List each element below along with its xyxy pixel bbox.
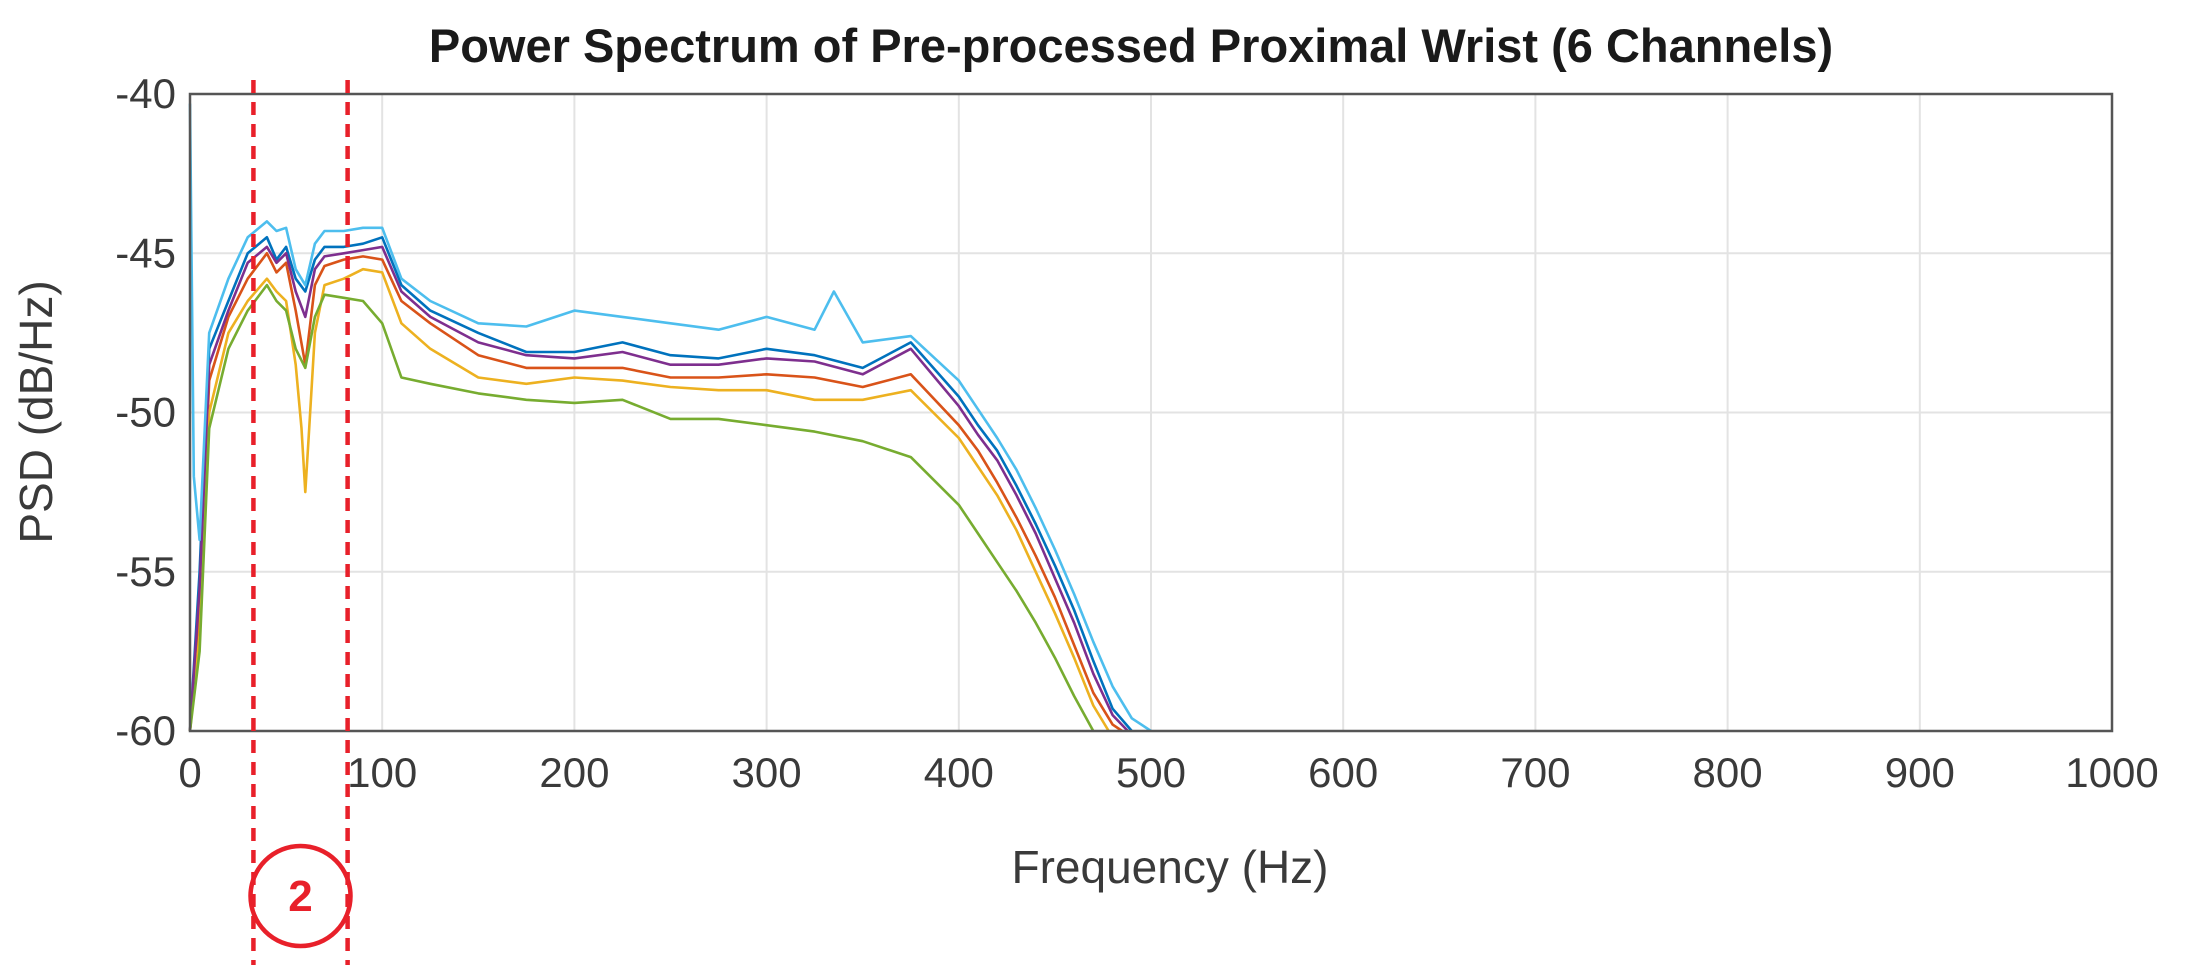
series-line-6 xyxy=(188,103,1152,733)
x-tick-label: 1000 xyxy=(2065,749,2158,796)
series-line-4 xyxy=(188,245,1129,732)
x-axis-label: Frequency (Hz) xyxy=(1012,841,1329,893)
series-line-5 xyxy=(188,283,1095,732)
x-tick-labels: 0 100 200 300 400 500 600 700 800 900 1000 xyxy=(178,749,2158,796)
x-tick-label: 500 xyxy=(1116,749,1186,796)
series-line-1 xyxy=(188,236,1133,732)
band-annotation: 2 xyxy=(248,80,353,965)
y-tick-label: -50 xyxy=(115,389,176,436)
series-group xyxy=(188,103,1152,733)
x-tick-label: 100 xyxy=(347,749,417,796)
band-badge-circle xyxy=(248,843,353,949)
x-tick-label: 600 xyxy=(1308,749,1378,796)
series-line-3 xyxy=(188,267,1110,732)
y-tick-labels: -40 -45 -50 -55 -60 xyxy=(115,70,176,754)
y-tick-label: -40 xyxy=(115,70,176,117)
series-line-2 xyxy=(188,252,1123,733)
chart-title: Power Spectrum of Pre-processed Proximal… xyxy=(429,19,1833,72)
x-tick-label: 0 xyxy=(178,749,201,796)
y-tick-label: -55 xyxy=(115,548,176,595)
y-axis-label: PSD (dB/Hz) xyxy=(10,280,62,543)
x-tick-label: 300 xyxy=(732,749,802,796)
x-tick-label: 800 xyxy=(1693,749,1763,796)
x-tick-label: 900 xyxy=(1885,749,1955,796)
y-tick-label: -45 xyxy=(115,229,176,276)
y-tick-label: -60 xyxy=(115,707,176,754)
x-tick-label: 700 xyxy=(1500,749,1570,796)
plot-frame xyxy=(188,92,2114,733)
x-tick-label: 200 xyxy=(539,749,609,796)
band-badge-label: 2 xyxy=(288,872,312,921)
grid xyxy=(189,93,2113,732)
x-tick-label: 400 xyxy=(924,749,994,796)
